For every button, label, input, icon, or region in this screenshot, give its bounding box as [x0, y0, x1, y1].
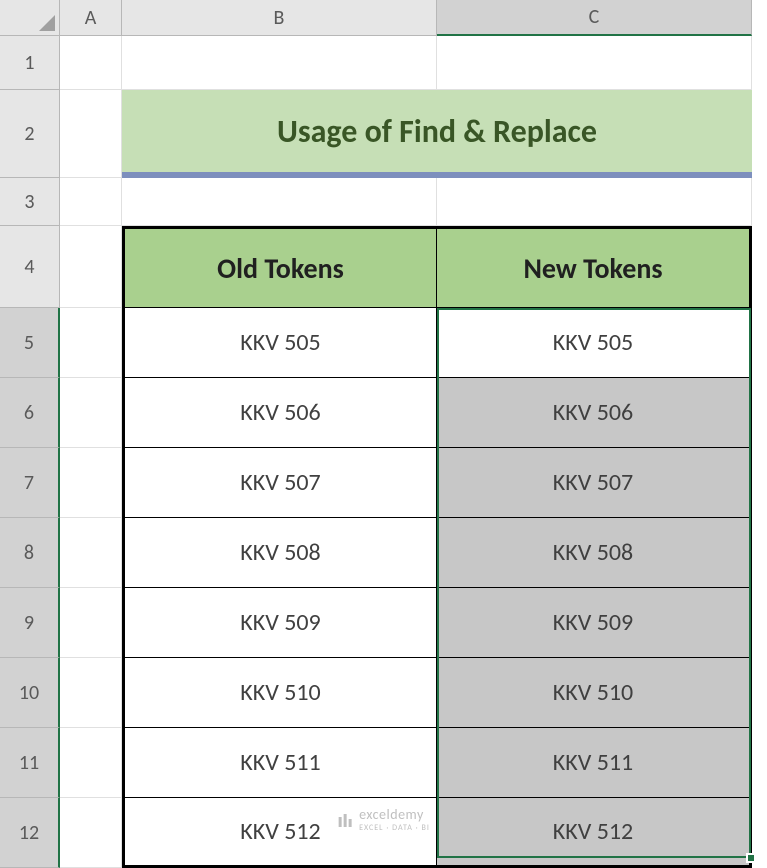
row-header-4[interactable]: 4 [0, 226, 60, 308]
col-header-B[interactable]: B [122, 0, 437, 36]
cell-A10[interactable] [60, 658, 122, 728]
watermark: exceldemy EXCEL · DATA · BI [337, 806, 430, 833]
cell-new-7[interactable]: KKV 512 [437, 798, 752, 868]
col-header-C[interactable]: C [437, 0, 752, 36]
cell-A5[interactable] [60, 308, 122, 378]
cell-A1[interactable] [60, 36, 122, 90]
cell-new-4[interactable]: KKV 509 [437, 588, 752, 658]
cell-C1[interactable] [437, 36, 752, 90]
row-header-8[interactable]: 8 [0, 518, 60, 588]
cell-A4[interactable] [60, 226, 122, 308]
row-header-10[interactable]: 10 [0, 658, 60, 728]
cell-old-5[interactable]: KKV 510 [122, 658, 437, 728]
table-header-old[interactable]: Old Tokens [122, 226, 437, 308]
row-header-7[interactable]: 7 [0, 448, 60, 518]
row-header-3[interactable]: 3 [0, 178, 60, 226]
cell-A3[interactable] [60, 178, 122, 226]
spreadsheet-grid: A B C 1 2 Usage of Find & Replace 3 4 Ol… [0, 0, 767, 868]
selection-fill-handle[interactable] [746, 853, 756, 863]
cell-old-4[interactable]: KKV 509 [122, 588, 437, 658]
cell-A12[interactable] [60, 798, 122, 868]
cell-new-6[interactable]: KKV 511 [437, 728, 752, 798]
watermark-icon [337, 812, 353, 828]
cell-A9[interactable] [60, 588, 122, 658]
cell-A11[interactable] [60, 728, 122, 798]
cell-old-3[interactable]: KKV 508 [122, 518, 437, 588]
cell-new-3[interactable]: KKV 508 [437, 518, 752, 588]
row-header-6[interactable]: 6 [0, 378, 60, 448]
cell-A2[interactable] [60, 90, 122, 178]
title-cell[interactable]: Usage of Find & Replace [122, 90, 752, 178]
cell-old-0[interactable]: KKV 505 [122, 308, 437, 378]
cell-A8[interactable] [60, 518, 122, 588]
cell-A7[interactable] [60, 448, 122, 518]
cell-new-5[interactable]: KKV 510 [437, 658, 752, 728]
row-header-1[interactable]: 1 [0, 36, 60, 90]
cell-new-2[interactable]: KKV 507 [437, 448, 752, 518]
row-header-12[interactable]: 12 [0, 798, 60, 868]
cell-B1[interactable] [122, 36, 437, 90]
table-header-new[interactable]: New Tokens [437, 226, 752, 308]
cell-old-2[interactable]: KKV 507 [122, 448, 437, 518]
cell-B3[interactable] [122, 178, 437, 226]
cell-new-0[interactable]: KKV 505 [437, 308, 752, 378]
cell-A6[interactable] [60, 378, 122, 448]
row-header-11[interactable]: 11 [0, 728, 60, 798]
cell-C3[interactable] [437, 178, 752, 226]
watermark-brand: exceldemy [359, 806, 424, 823]
row-header-5[interactable]: 5 [0, 308, 60, 378]
row-header-9[interactable]: 9 [0, 588, 60, 658]
watermark-tagline: EXCEL · DATA · BI [359, 823, 430, 833]
col-header-A[interactable]: A [60, 0, 122, 36]
cell-old-1[interactable]: KKV 506 [122, 378, 437, 448]
select-all-corner[interactable] [0, 0, 60, 36]
cell-old-6[interactable]: KKV 511 [122, 728, 437, 798]
cell-new-1[interactable]: KKV 506 [437, 378, 752, 448]
row-header-2[interactable]: 2 [0, 90, 60, 178]
